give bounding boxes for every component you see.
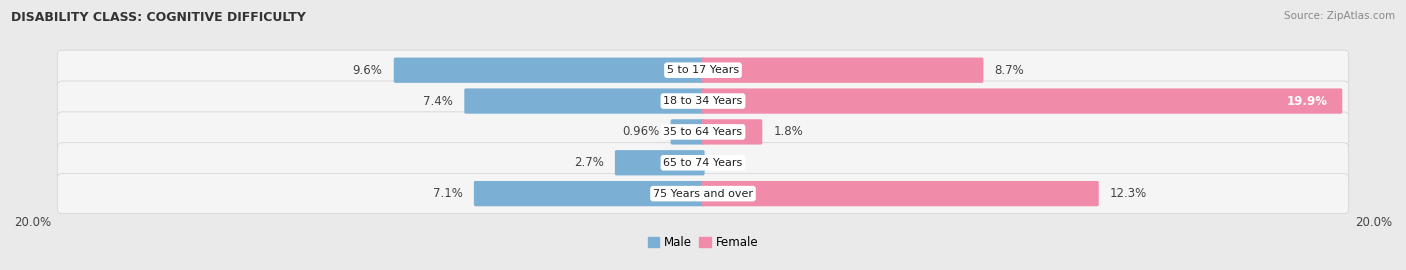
FancyBboxPatch shape	[702, 181, 1098, 206]
Text: 12.3%: 12.3%	[1109, 187, 1147, 200]
Text: 18 to 34 Years: 18 to 34 Years	[664, 96, 742, 106]
FancyBboxPatch shape	[58, 81, 1348, 121]
Text: 7.4%: 7.4%	[423, 94, 453, 107]
Text: 0.0%: 0.0%	[716, 156, 745, 169]
FancyBboxPatch shape	[702, 119, 762, 144]
Text: 75 Years and over: 75 Years and over	[652, 189, 754, 199]
Text: 7.1%: 7.1%	[433, 187, 463, 200]
Text: 19.9%: 19.9%	[1286, 94, 1327, 107]
Text: 35 to 64 Years: 35 to 64 Years	[664, 127, 742, 137]
Text: DISABILITY CLASS: COGNITIVE DIFFICULTY: DISABILITY CLASS: COGNITIVE DIFFICULTY	[11, 11, 307, 24]
FancyBboxPatch shape	[614, 150, 704, 176]
Text: 5 to 17 Years: 5 to 17 Years	[666, 65, 740, 75]
FancyBboxPatch shape	[702, 58, 983, 83]
FancyBboxPatch shape	[671, 119, 704, 144]
Text: 65 to 74 Years: 65 to 74 Years	[664, 158, 742, 168]
Text: 9.6%: 9.6%	[353, 64, 382, 77]
Legend: Male, Female: Male, Female	[643, 231, 763, 254]
Text: 1.8%: 1.8%	[773, 125, 803, 139]
FancyBboxPatch shape	[58, 50, 1348, 90]
FancyBboxPatch shape	[58, 174, 1348, 214]
Text: 20.0%: 20.0%	[14, 216, 51, 229]
FancyBboxPatch shape	[474, 181, 704, 206]
FancyBboxPatch shape	[58, 112, 1348, 152]
FancyBboxPatch shape	[58, 143, 1348, 183]
FancyBboxPatch shape	[394, 58, 704, 83]
Text: 0.96%: 0.96%	[623, 125, 659, 139]
Text: 2.7%: 2.7%	[574, 156, 603, 169]
FancyBboxPatch shape	[464, 88, 704, 114]
FancyBboxPatch shape	[702, 88, 1343, 114]
Text: 20.0%: 20.0%	[1355, 216, 1392, 229]
Text: Source: ZipAtlas.com: Source: ZipAtlas.com	[1284, 11, 1395, 21]
Text: 8.7%: 8.7%	[994, 64, 1025, 77]
